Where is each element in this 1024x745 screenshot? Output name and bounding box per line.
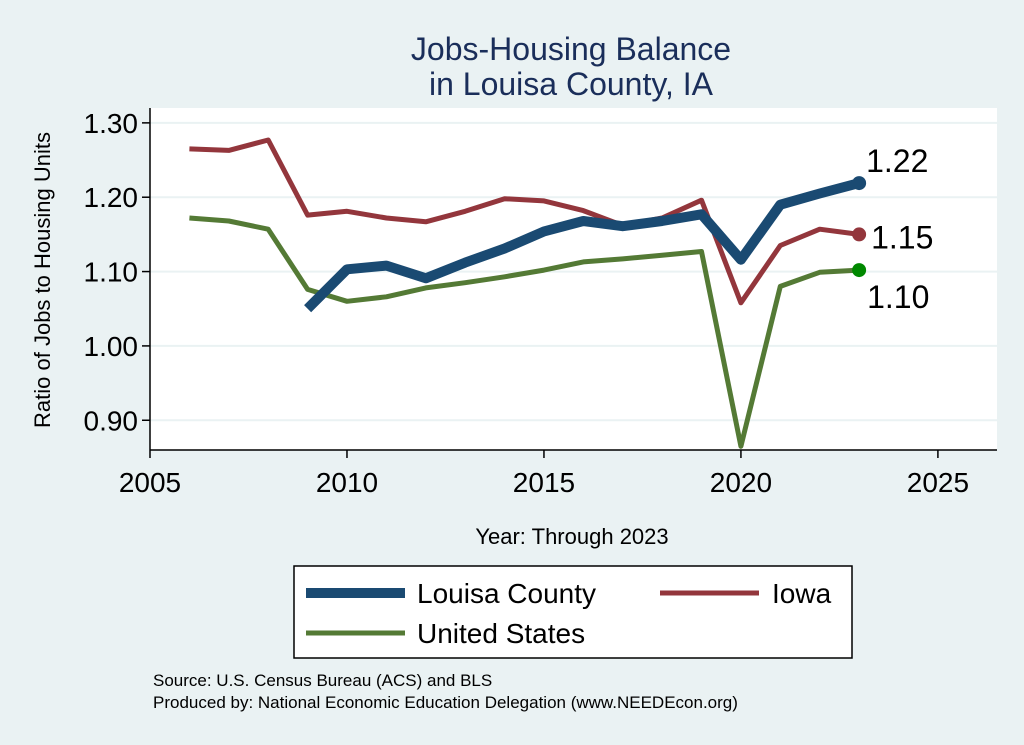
end-markers: 1.22 1.15 1.10 <box>852 143 933 315</box>
end-marker-louisa-county <box>852 176 867 191</box>
legend-label-iowa: Iowa <box>772 578 832 609</box>
chart-title-line-1: Jobs-Housing Balance <box>411 31 731 67</box>
y-tick-label: 1.10 <box>84 257 139 288</box>
legend-label-louisa-county: Louisa County <box>417 578 596 609</box>
legend-box <box>293 565 853 659</box>
series-line-united-states <box>189 215 860 449</box>
y-tick-label: 1.00 <box>84 331 139 362</box>
produced-by-note: Produced by: National Economic Education… <box>153 693 738 712</box>
plot-area <box>150 108 997 450</box>
end-label-iowa: 1.15 <box>871 219 933 255</box>
x-tick-label: 2015 <box>513 467 575 498</box>
source-note: Source: U.S. Census Bureau (ACS) and BLS <box>153 671 492 690</box>
legend: Louisa County Iowa United States <box>293 565 853 659</box>
end-marker-united-states <box>852 263 867 278</box>
series-line-iowa <box>189 137 860 306</box>
y-axis-ticks: 0.90 1.00 1.10 1.20 1.30 <box>84 108 150 436</box>
end-label-united-states: 1.10 <box>867 279 929 315</box>
y-tick-label: 0.90 <box>84 405 139 436</box>
x-tick-label: 2025 <box>907 467 969 498</box>
y-tick-label: 1.30 <box>84 108 139 139</box>
x-axis-label: Year: Through 2023 <box>475 524 668 549</box>
y-axis-label: Ratio of Jobs to Housing Units <box>30 132 55 428</box>
x-tick-label: 2005 <box>119 467 181 498</box>
series-lines <box>189 137 861 449</box>
y-tick-label: 1.20 <box>84 182 139 213</box>
x-axis-ticks: 2005 2010 2015 2020 2025 <box>119 450 969 498</box>
series-line-louisa-county <box>304 178 861 313</box>
chart-title-line-2: in Louisa County, IA <box>429 66 714 102</box>
end-label-louisa-county: 1.22 <box>866 143 928 179</box>
legend-label-united-states: United States <box>417 618 585 649</box>
x-tick-label: 2010 <box>316 467 378 498</box>
end-marker-iowa <box>852 227 867 242</box>
x-tick-label: 2020 <box>710 467 772 498</box>
